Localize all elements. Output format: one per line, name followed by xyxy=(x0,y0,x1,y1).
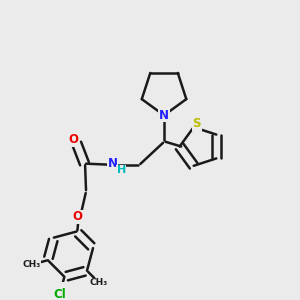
Text: N: N xyxy=(108,157,118,170)
Text: O: O xyxy=(72,210,82,223)
Text: S: S xyxy=(193,117,201,130)
Text: CH₃: CH₃ xyxy=(90,278,108,287)
Text: N: N xyxy=(159,109,169,122)
Text: H: H xyxy=(117,165,126,175)
Text: Cl: Cl xyxy=(53,288,66,300)
Text: O: O xyxy=(68,133,79,146)
Text: CH₃: CH₃ xyxy=(22,260,40,269)
